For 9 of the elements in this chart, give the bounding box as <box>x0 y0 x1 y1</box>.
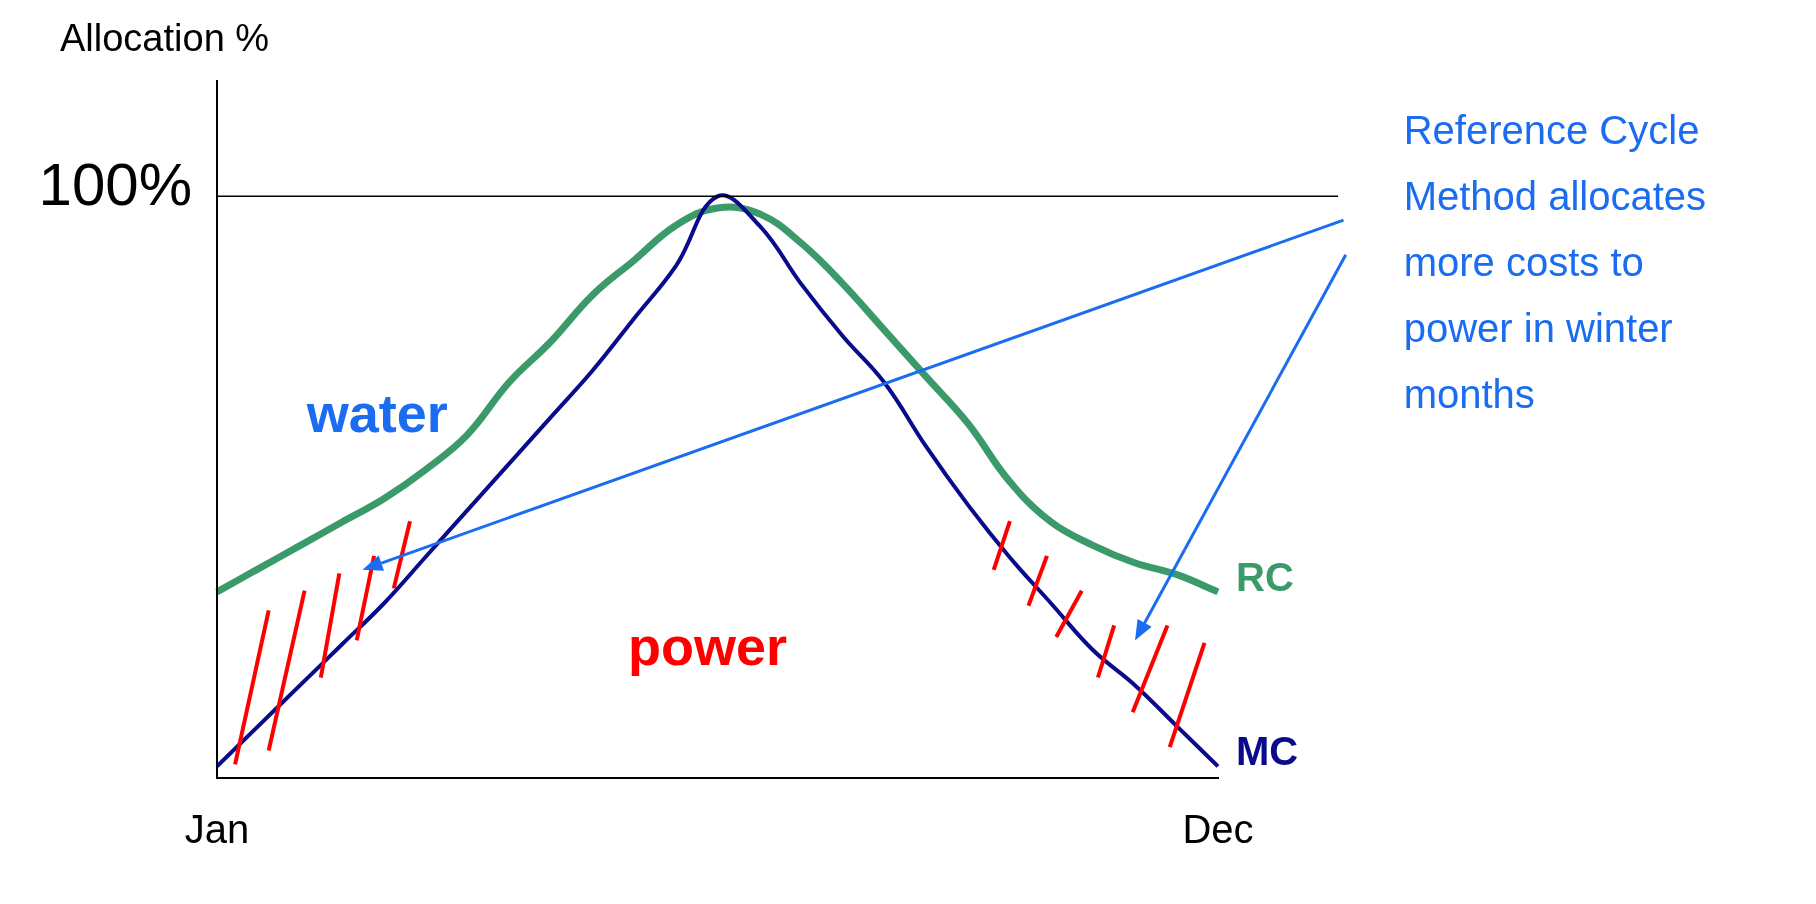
annotation: power <box>627 615 788 676</box>
series-label: RC <box>1236 554 1294 599</box>
ref-line-label: 100% <box>38 150 192 218</box>
annotation: water <box>305 383 448 444</box>
y-axis-title: Allocation % <box>60 17 270 60</box>
text: Reference Cycle Method allocates more costs to power in winter months <box>1403 107 1708 419</box>
x-tick-label: Jan <box>184 807 250 852</box>
x-tick-label: Dec <box>1182 807 1254 852</box>
series-label: MC <box>1236 729 1299 774</box>
